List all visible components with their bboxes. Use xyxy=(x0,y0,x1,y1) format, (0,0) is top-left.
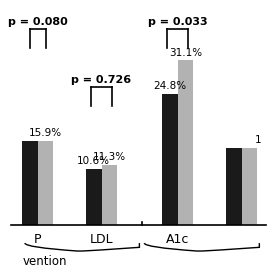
Text: p = 0.033: p = 0.033 xyxy=(148,17,208,27)
Text: 11.3%: 11.3% xyxy=(93,152,126,162)
Bar xyxy=(242,148,257,225)
Text: P: P xyxy=(34,232,41,246)
Text: p = 0.726: p = 0.726 xyxy=(72,75,132,85)
Text: 15.9%: 15.9% xyxy=(29,128,62,138)
Text: vention: vention xyxy=(22,255,67,268)
Bar xyxy=(101,165,117,225)
Bar xyxy=(86,169,101,225)
Text: 24.8%: 24.8% xyxy=(153,81,186,91)
Text: p = 0.080: p = 0.080 xyxy=(8,17,68,27)
Text: LDL: LDL xyxy=(90,232,113,246)
Text: 31.1%: 31.1% xyxy=(169,48,202,58)
Bar xyxy=(226,148,242,225)
Text: A1c: A1c xyxy=(166,232,189,246)
Text: 10.6%: 10.6% xyxy=(77,156,110,166)
Bar xyxy=(38,141,53,225)
Text: 1: 1 xyxy=(254,135,261,145)
Bar xyxy=(178,60,193,225)
Bar xyxy=(162,94,178,225)
Bar xyxy=(22,141,38,225)
